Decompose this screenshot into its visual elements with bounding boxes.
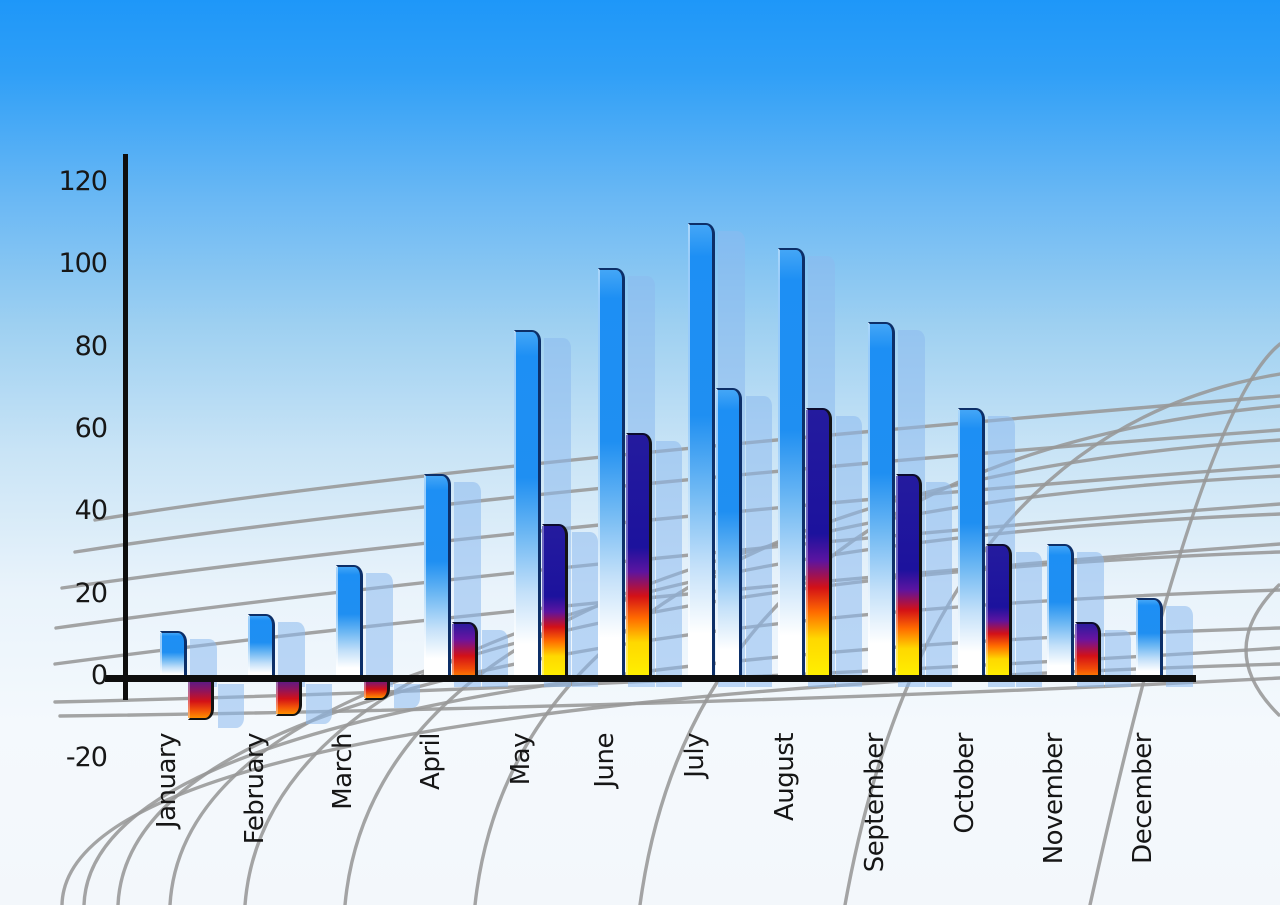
bar-shadow-august-2 — [836, 416, 862, 687]
x-label-june: June — [590, 733, 620, 788]
bar-shadow-march-1 — [366, 572, 393, 687]
bar-january-series2 — [188, 676, 214, 721]
bar-january-series1 — [160, 630, 187, 679]
bar-shadow-october-2 — [1016, 552, 1042, 687]
bar-november-series1 — [1047, 544, 1074, 679]
bar-shadow-december-1 — [1166, 605, 1193, 687]
x-label-october: October — [950, 733, 980, 834]
bar-october-series2 — [986, 544, 1012, 679]
x-label-april: April — [416, 733, 446, 790]
bar-march-series1 — [336, 564, 363, 679]
x-label-august: August — [770, 733, 800, 821]
bar-shadow-february-2 — [306, 684, 332, 725]
bar-may-series2 — [542, 523, 568, 679]
x-label-december: December — [1128, 733, 1158, 864]
bar-june-series2 — [626, 433, 652, 679]
bar-july-series2 — [716, 387, 742, 679]
x-label-november: November — [1039, 733, 1069, 865]
bar-february-series1 — [248, 614, 275, 679]
y-tick-label-40: 40 — [74, 495, 108, 527]
x-label-february: February — [240, 733, 270, 845]
bar-may-series1 — [514, 330, 541, 679]
bar-april-series1 — [424, 474, 451, 679]
bar-november-series2 — [1075, 622, 1101, 679]
bar-april-series2 — [452, 622, 478, 679]
y-tick-label-0: 0 — [90, 660, 108, 691]
x-label-july: July — [680, 733, 710, 778]
bar-october-series1 — [958, 408, 985, 679]
bar-shadow-september-2 — [926, 482, 952, 687]
y-axis-line — [123, 154, 128, 700]
bar-september-series2 — [896, 474, 922, 679]
bar-shadow-march-2 — [394, 684, 420, 708]
x-label-may: May — [506, 733, 536, 786]
y-tick-label--20: -20 — [65, 742, 108, 774]
x-label-january: January — [152, 733, 182, 829]
bar-shadow-june-2 — [656, 441, 682, 687]
bar-august-series1 — [778, 247, 805, 679]
y-tick-label-120: 120 — [58, 165, 108, 197]
bar-shadow-may-2 — [572, 531, 598, 687]
bar-july-series1 — [688, 223, 715, 679]
bar-august-series2 — [806, 408, 832, 679]
bar-december-series1 — [1136, 597, 1163, 679]
bar-february-series2 — [276, 676, 302, 717]
x-axis-line — [105, 675, 1196, 682]
y-tick-label-100: 100 — [58, 248, 108, 280]
bar-june-series1 — [598, 268, 625, 679]
bar-shadow-july-2 — [746, 395, 772, 687]
y-tick-label-80: 80 — [74, 330, 108, 362]
y-tick-label-20: 20 — [74, 577, 108, 609]
y-tick-label-60: 60 — [74, 412, 108, 444]
bar-shadow-january-2 — [218, 684, 244, 729]
bar-september-series1 — [868, 321, 895, 679]
x-label-september: September — [860, 733, 890, 873]
x-label-march: March — [328, 733, 358, 810]
